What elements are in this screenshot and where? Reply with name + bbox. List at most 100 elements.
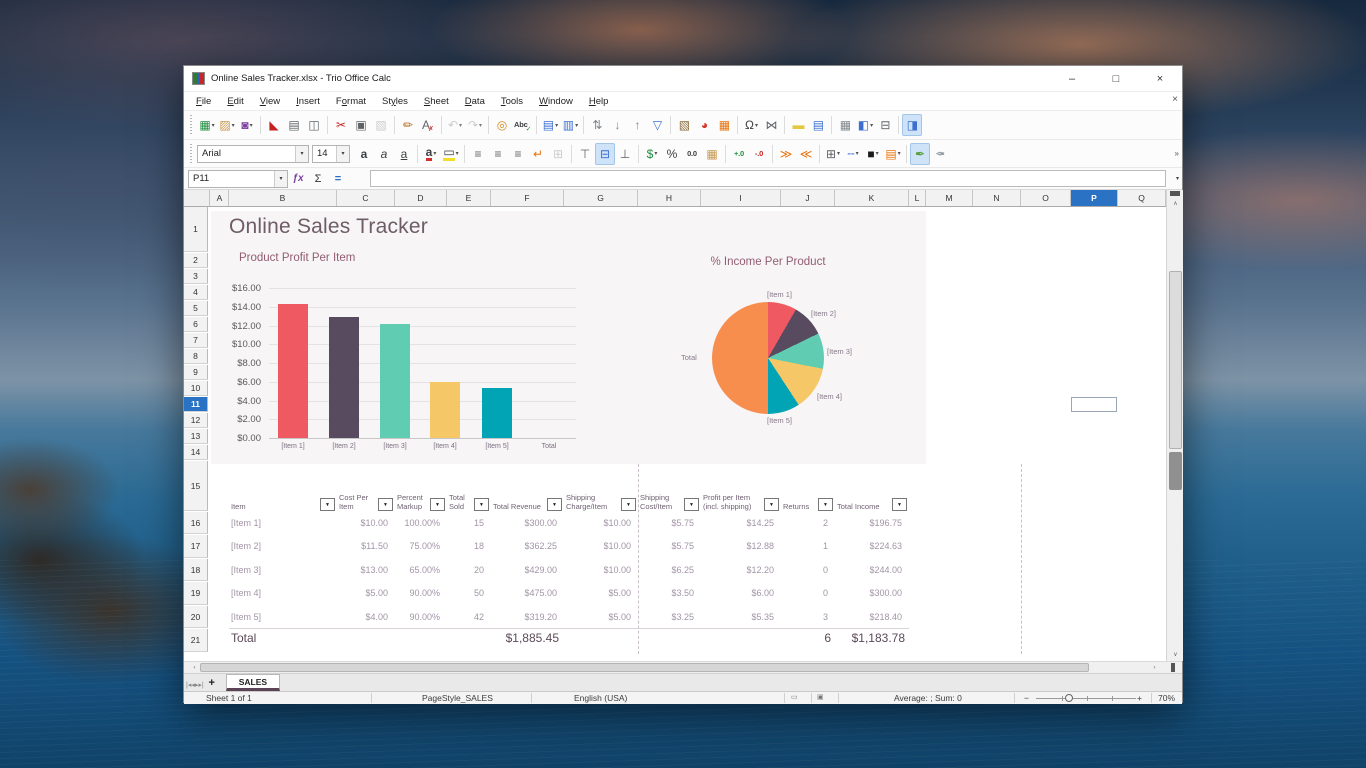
minimize-button[interactable]: – [1068,73,1076,85]
zoom-in-icon[interactable]: + [1137,693,1142,703]
cell-row16-col4[interactable]: 15 [473,518,484,528]
copy-icon[interactable]: ▣ [355,118,367,132]
font-color-icon[interactable]: a ▾ [425,145,437,161]
zoom-slider-track[interactable] [1036,698,1136,699]
cell-row16-col2[interactable]: $10.00 [360,518,388,528]
cell-row20-col5[interactable]: $319.20 [524,612,557,622]
menu-edit[interactable]: Edit [227,96,244,107]
insert-column-icon[interactable]: ▥ ▾ [562,118,579,132]
row-header-1[interactable]: 1 [184,207,208,252]
sort-descending-icon[interactable]: ↑ [634,118,641,132]
title-bar[interactable]: Online Sales Tracker.xlsx - Trio Office … [184,66,1182,92]
add-decimal-icon[interactable]: +.0 [733,148,745,158]
column-header-D[interactable]: D [395,190,447,206]
autofilter-button[interactable]: ▼ [892,498,907,511]
conditional-formatting-icon[interactable]: ▤ ▾ [885,146,901,161]
border-style-icon[interactable]: ╌ ▾ [847,146,859,161]
cell-row20-col3[interactable]: 90.00% [409,612,440,622]
previous-sheet-icon[interactable]: ◂ [191,681,195,689]
column-header-J[interactable]: J [781,190,835,206]
vertical-scroll-handle[interactable] [1169,452,1182,490]
save-icon[interactable]: ◙ ▾ [241,118,253,132]
column-header-H[interactable]: H [638,190,701,206]
center-vertically-icon[interactable]: ⊟ [595,142,615,165]
underline-icon[interactable]: a [400,146,408,161]
autofilter-button[interactable]: ▼ [818,498,833,511]
autofilter-button[interactable]: ▼ [378,498,393,511]
menu-view[interactable]: View [259,96,281,107]
chevron-down-icon[interactable]: ▾ [274,170,287,187]
horizontal-scroll-thumb[interactable] [200,663,1089,672]
row-header-17[interactable]: 17 [184,535,208,558]
horizontal-scrollbar[interactable]: ‹ › [184,661,1182,673]
horizontal-split-handle[interactable] [1171,663,1175,672]
column-header-B[interactable]: B [229,190,337,206]
maximize-button[interactable]: □ [1112,73,1120,85]
cell-row18-col4[interactable]: 20 [473,565,484,575]
column-header-A[interactable]: A [211,190,229,206]
open-folder-icon[interactable]: ▨ ▾ [219,118,235,132]
insert-pivot-table-icon[interactable]: ▦ [718,118,731,132]
hyperlink-icon[interactable]: ⋈ [765,118,778,132]
total-income[interactable]: $1,183.78 [851,631,905,645]
cell-row20-col2[interactable]: $4.00 [365,612,388,622]
cell-row20-col10[interactable]: $218.40 [869,612,902,622]
row-header-14[interactable]: 14 [184,445,208,460]
chevron-down-icon[interactable]: ▾ [336,145,349,162]
cell-row17-col8[interactable]: $12.88 [746,541,774,551]
undo-icon[interactable]: ↶ ▾ [447,118,463,132]
document-modified-icon[interactable]: ▣ [817,694,824,701]
formula-input[interactable] [370,170,1166,187]
align-left-icon[interactable]: ≡ [474,146,482,161]
last-sheet-icon[interactable]: ▸| [198,681,204,689]
cell-row19-col2[interactable]: $5.00 [365,588,388,598]
increase-indent-icon[interactable]: ≫ [779,146,793,161]
column-header-E[interactable]: E [447,190,491,206]
cell-row20-col8[interactable]: $5.35 [751,612,774,622]
cell-row20-col9[interactable]: 3 [822,612,828,622]
cell-row16-col9[interactable]: 2 [822,518,828,528]
autofilter-button[interactable]: ▼ [547,498,562,511]
print-area-icon[interactable]: ▦ [839,118,852,132]
spreadsheet-grid[interactable]: 1 2 3 4 5 6 7 8 9 10 11 12 13 14 15 16 17 18 19 20 21 Online … [184,207,1166,661]
insert-image-icon[interactable]: ▧ [678,118,691,132]
row-header-9[interactable]: 9 [184,365,208,380]
font-size-select[interactable]: 14 ▾ [312,144,350,163]
cell-row17-col10[interactable]: $224.63 [869,541,902,551]
vertical-scroll-thumb[interactable] [1169,271,1182,449]
total-revenue[interactable]: $1,885.45 [505,631,559,645]
cell-row19-col4[interactable]: 50 [473,588,484,598]
cell-row19-col10[interactable]: $300.00 [869,588,902,598]
autofilter-button[interactable]: ▼ [684,498,699,511]
cell-row20-col4[interactable]: 42 [473,612,484,622]
split-handle[interactable] [1170,191,1180,196]
sort-icon[interactable]: ⇅ [592,118,603,132]
toolbar-overflow-icon[interactable]: » [1174,149,1179,158]
column-header-K[interactable]: K [835,190,909,206]
formula-icon[interactable]: = [334,172,342,185]
cell-row17-col3[interactable]: 75.00% [409,541,440,551]
sheet-tab-sales[interactable]: SALES [225,674,281,691]
next-sheet-icon[interactable]: ▸ [194,681,199,689]
menu-tools[interactable]: Tools [500,96,524,107]
row-header-20[interactable]: 20 [184,606,208,628]
borders-icon[interactable]: ⊞ ▾ [825,146,841,161]
column-header-L[interactable]: L [909,190,926,206]
function-wizard-icon[interactable]: ƒx [292,173,304,184]
total-label[interactable]: Total [231,631,257,645]
align-right-icon[interactable]: ≡ [514,146,522,161]
wrap-text-icon[interactable]: ↵ [532,146,544,161]
scroll-left-icon[interactable]: ‹ [193,665,196,671]
column-header-I[interactable]: I [701,190,781,206]
close-button[interactable]: × [1156,73,1164,85]
print-preview-icon[interactable]: ◫ [308,118,320,132]
pen-reverse-icon[interactable]: ✒ [934,146,946,161]
menu-insert[interactable]: Insert [296,96,320,107]
column-header-O[interactable]: O [1021,190,1071,206]
sidebar-icon[interactable]: ◨ [902,114,923,136]
autofilter-button[interactable]: ▼ [320,498,335,511]
cell-row19-col9[interactable]: 0 [822,588,828,598]
column-header-M[interactable]: M [926,190,973,206]
split-window-icon[interactable]: ⊟ [880,118,891,132]
cell-row19-col7[interactable]: $3.50 [671,588,694,598]
